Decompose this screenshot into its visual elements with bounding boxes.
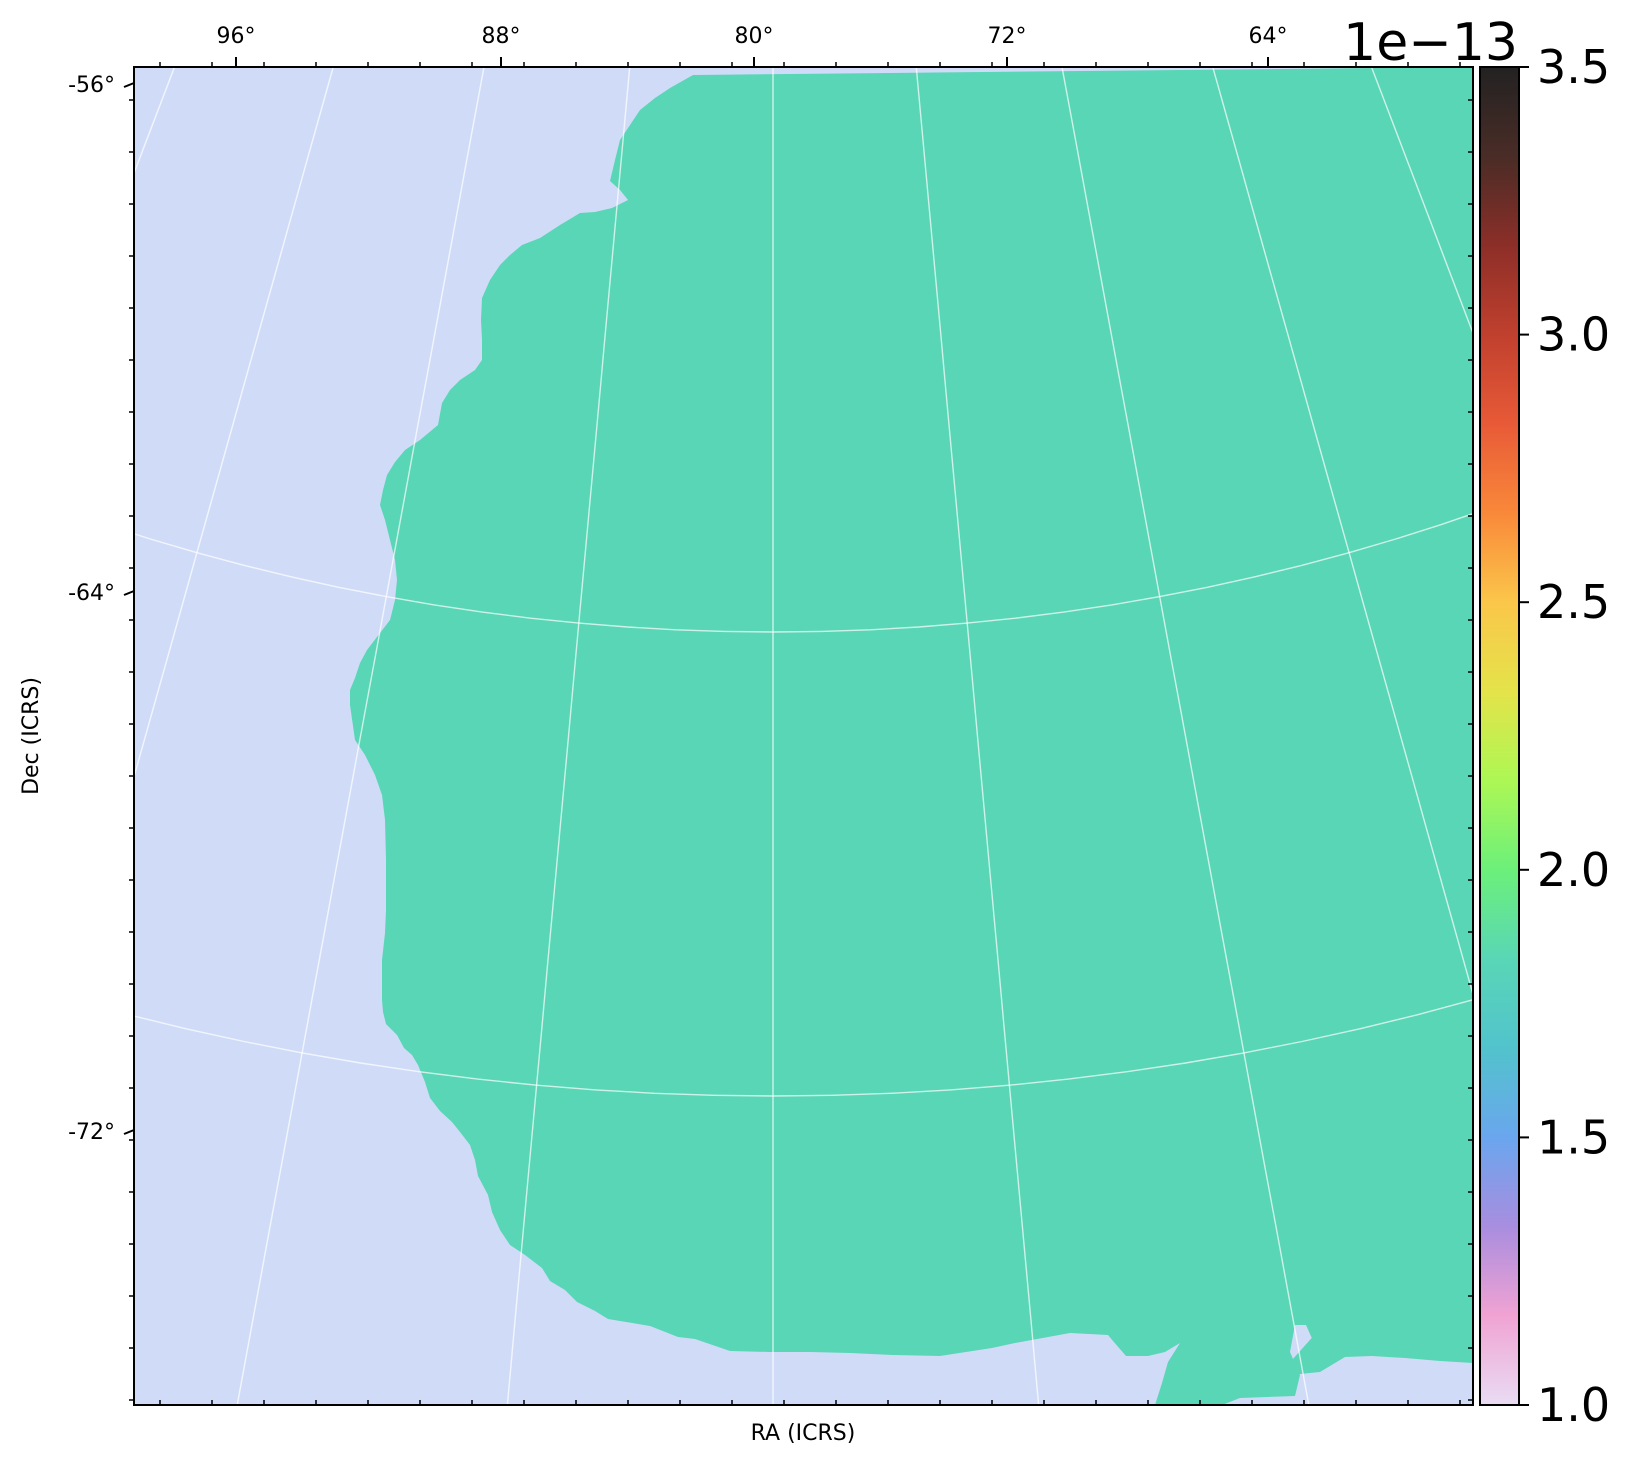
colorbar-tick-label: 1.0: [1537, 1378, 1610, 1432]
ra-grid-line: [236, 67, 485, 1405]
dec-grid-line: [134, 512, 1473, 633]
ra-ticks: 96° 88° 80° 72° 64°: [217, 24, 1288, 67]
ra-grid-line: [134, 67, 334, 780]
ra-tick-label: 64°: [1249, 24, 1288, 49]
x-axis-title: RA (ICRS): [751, 1421, 856, 1446]
ra-grid-line: [1061, 67, 1310, 1405]
colorbar-ticks: 1.0 1.5 2.0 2.5 3.0 3.5: [1519, 40, 1610, 1432]
dec-tick: [123, 590, 135, 596]
dec-tick: [123, 82, 135, 88]
colorbar-offset-label: 1e−13: [1343, 13, 1518, 73]
ra-tick-label: 72°: [988, 24, 1027, 49]
colorbar-tick-label: 1.5: [1537, 1110, 1610, 1164]
minor-ticks: [129, 62, 1473, 1405]
dec-tick-label: -56°: [68, 73, 115, 98]
colorbar-gradient: [1479, 66, 1520, 1406]
plot-frame: [133, 66, 1474, 1406]
ra-tick-label: 96°: [217, 24, 256, 49]
ra-tick-label: 80°: [735, 24, 774, 49]
colorbar-tick-label: 2.0: [1537, 843, 1610, 897]
ra-grid-line: [1212, 67, 1473, 997]
y-axis-title: Dec (ICRS): [19, 677, 44, 795]
dec-ticks: -56° -64° -72°: [68, 73, 135, 1145]
survey-coverage-region: [350, 67, 1473, 1405]
dec-grid-line: [134, 999, 1473, 1097]
ra-grid-line: [915, 67, 1040, 1405]
colorbar-tick-label: 3.5: [1537, 40, 1610, 94]
ra-grid-line: [506, 67, 631, 1405]
colorbar-tick-label: 3.0: [1537, 308, 1610, 362]
ra-grid-line: [1370, 67, 1473, 336]
ra-tick-label: 88°: [482, 24, 521, 49]
colorbar: 1.0 1.5 2.0 2.5 3.0 3.5 1e−13: [1343, 13, 1610, 1432]
colorbar-tick-label: 2.5: [1537, 575, 1610, 629]
dec-tick-label: -72°: [68, 1120, 115, 1145]
dec-tick-label: -64°: [68, 581, 115, 606]
ra-grid-line: [0, 0, 90, 1456]
dec-tick: [123, 1129, 135, 1135]
